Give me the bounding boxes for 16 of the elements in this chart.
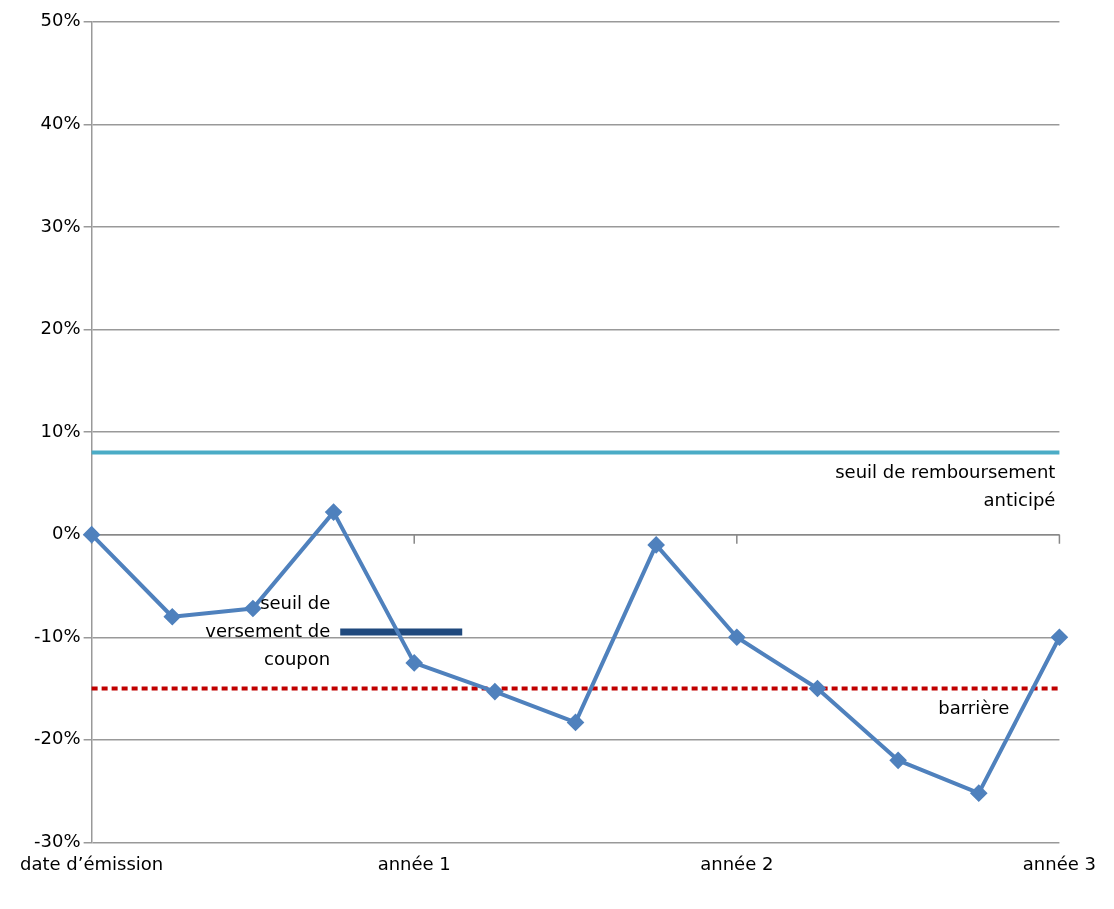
y-tick-label: 10%: [40, 419, 81, 441]
ref-line-label: seuil de remboursement anticipé: [835, 461, 1056, 511]
ref-line-label: barrière: [938, 697, 1010, 719]
x-tick-label: année 1: [377, 852, 451, 874]
y-tick-label: -10%: [34, 624, 81, 646]
x-tick-label: date d’émission: [20, 852, 164, 874]
y-tick-label: 50%: [40, 9, 81, 31]
y-tick-label: -20%: [34, 727, 81, 749]
x-tick-label: année 2: [700, 852, 774, 874]
y-tick-label: -30%: [34, 830, 81, 852]
x-tick-label: année 3: [1022, 852, 1096, 874]
y-tick-label: 30%: [40, 214, 81, 236]
y-tick-label: 40%: [40, 112, 81, 134]
y-tick-label: 20%: [40, 317, 81, 339]
ref-line-label: seuil de versement de coupon: [205, 591, 331, 669]
y-tick-label: 0%: [52, 522, 81, 544]
